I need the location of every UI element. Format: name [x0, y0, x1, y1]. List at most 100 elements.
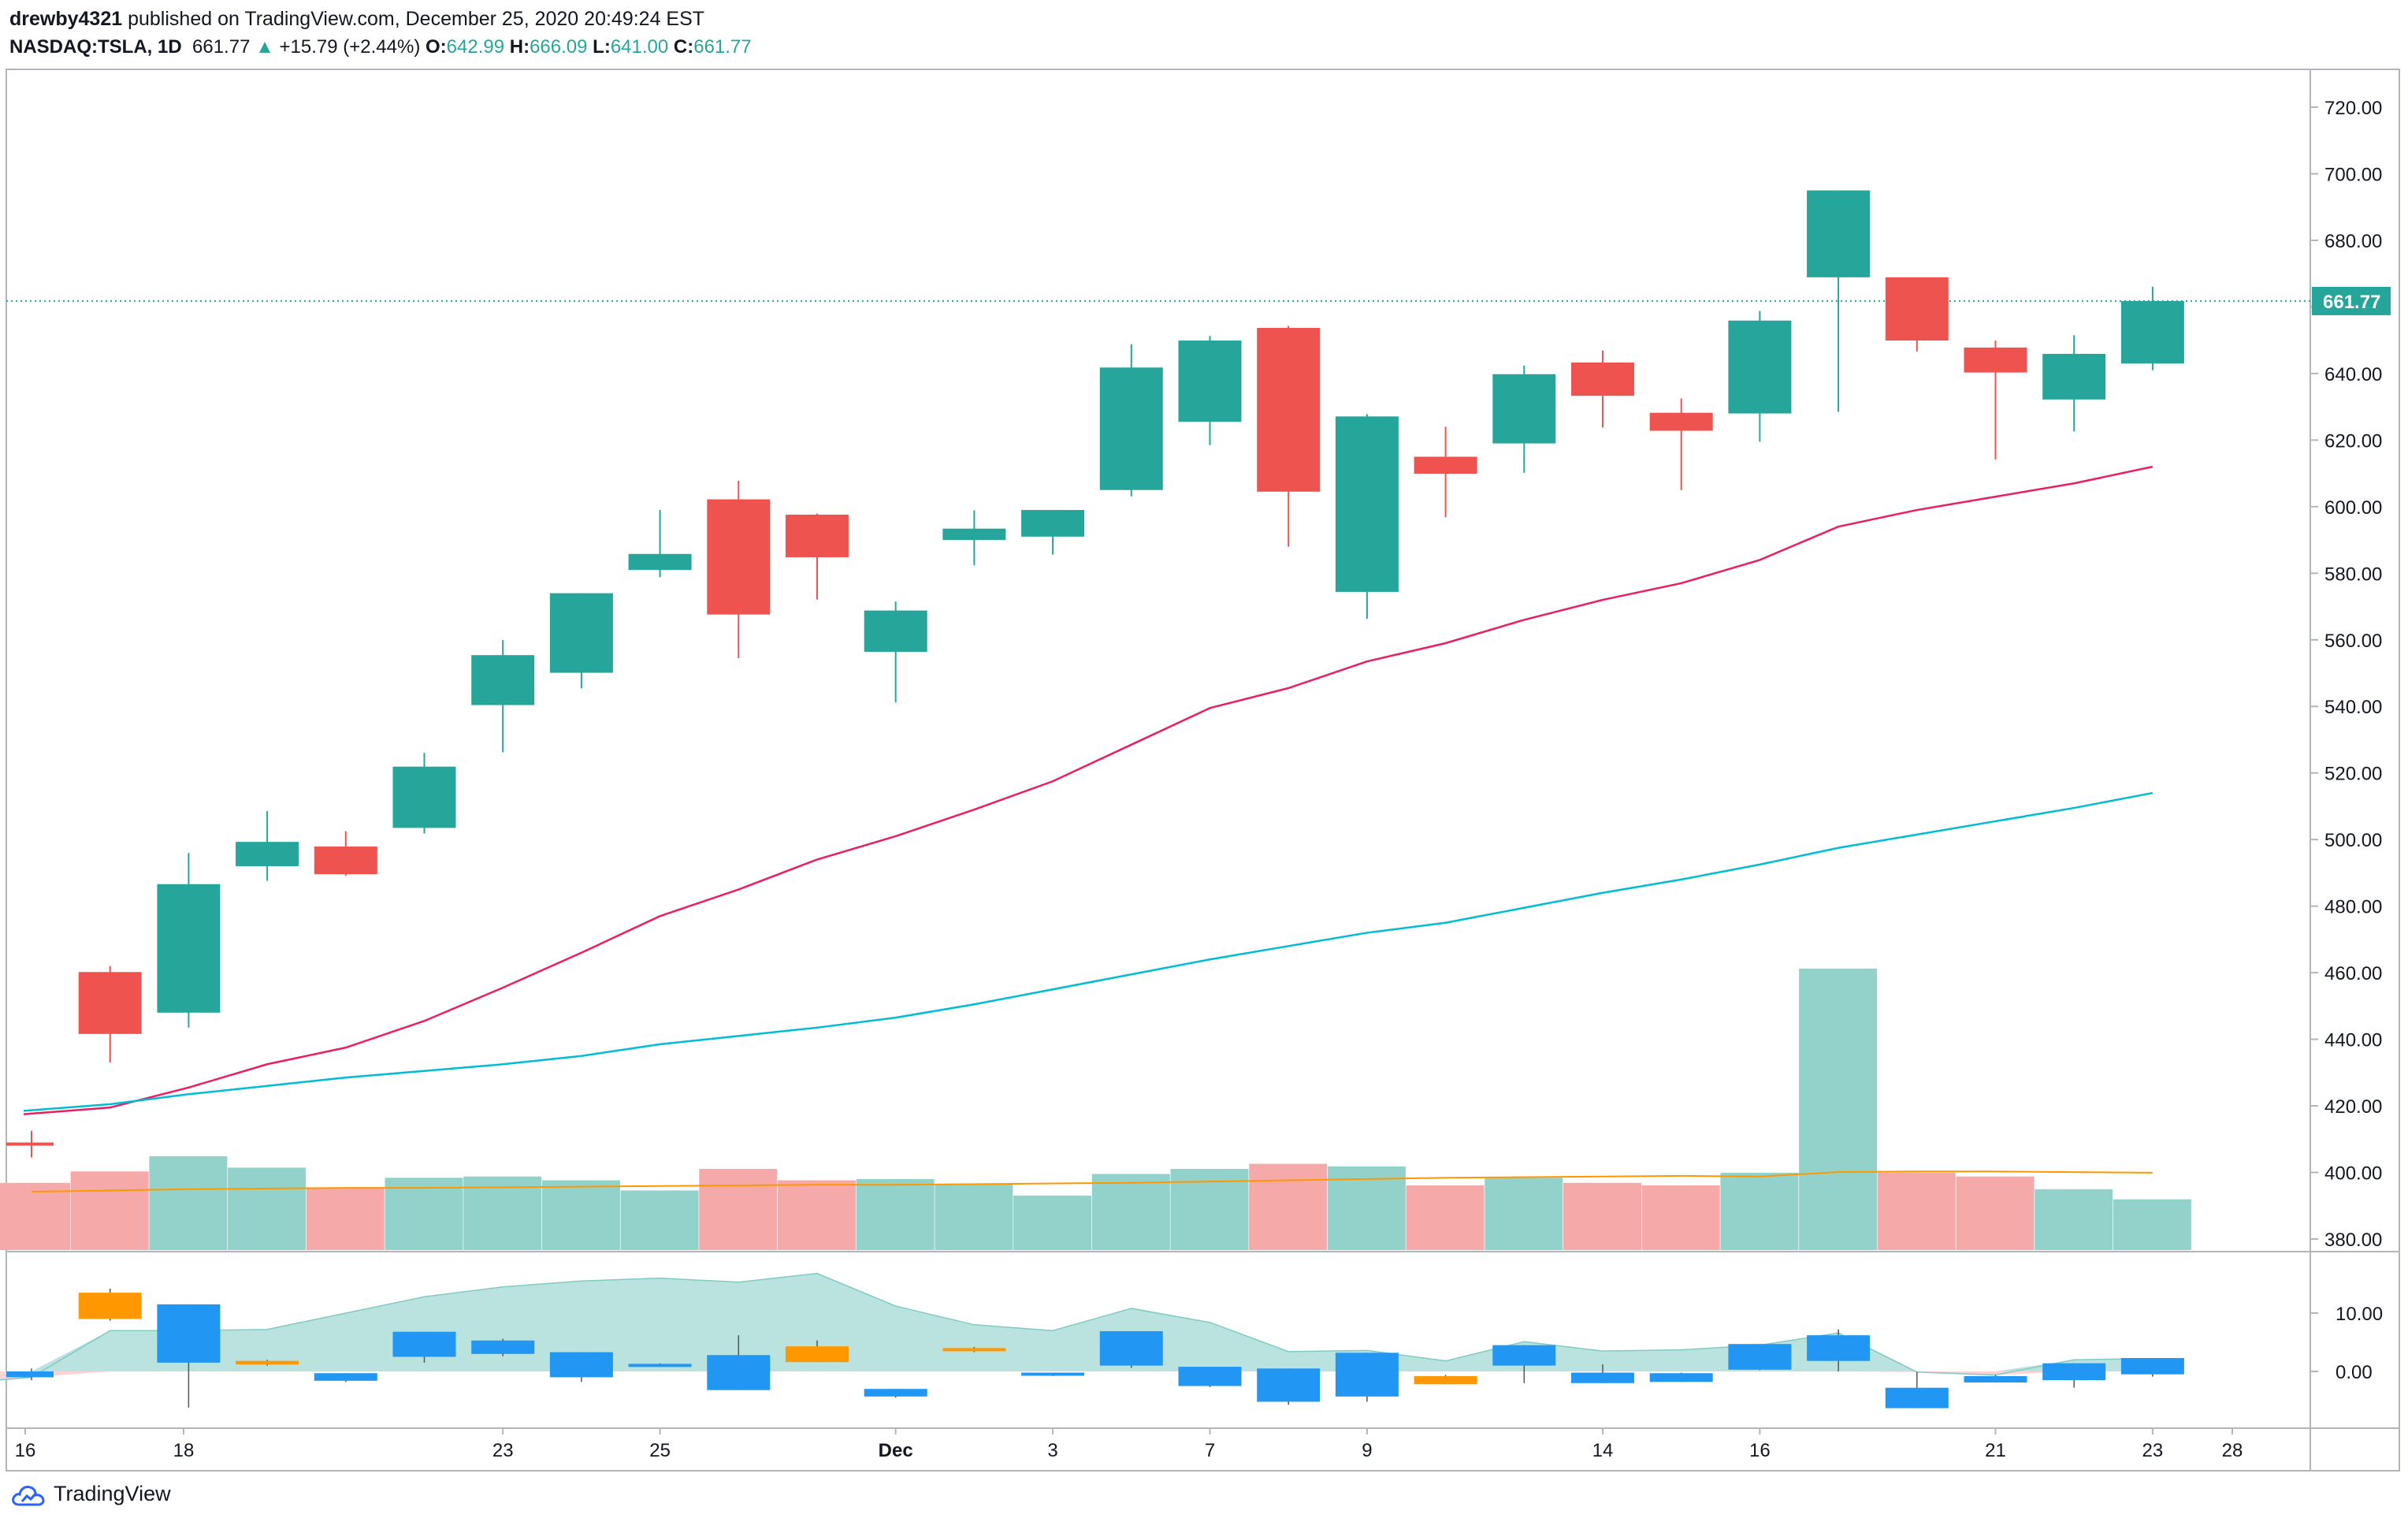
last-price-badge-label: 661.77: [2323, 292, 2380, 313]
candle-body: [786, 514, 849, 558]
volume-bar: [385, 1178, 463, 1250]
candle-body: [1099, 367, 1163, 490]
candle-body: [628, 553, 692, 571]
time-tick-label: 16: [1749, 1440, 1771, 1461]
volume-ma-line: [31, 1170, 2153, 1193]
volume-bar: [1877, 1172, 1956, 1250]
low-label: L:: [593, 36, 611, 58]
price-tick-label: 480.00: [2324, 897, 2382, 918]
candle-body: [1649, 412, 1713, 431]
oscillator-bar: [1099, 1330, 1163, 1366]
open-label: O:: [425, 36, 447, 58]
oscillator-bar: [1257, 1368, 1321, 1402]
candle-body: [864, 610, 927, 652]
change-value: +15.79 (+2.44%): [279, 36, 421, 58]
candle-body: [1964, 347, 2027, 373]
price-tick-label: 420.00: [2324, 1096, 2382, 1118]
tradingview-cloud-icon: [12, 1485, 45, 1505]
time-tick-label: 3: [1047, 1440, 1057, 1461]
price-tick-label: 600.00: [2324, 497, 2382, 519]
candle-body: [1571, 362, 1634, 396]
chart-header: drewby4321 published on TradingView.com,…: [9, 5, 752, 61]
volume-bar: [1406, 1185, 1485, 1250]
oscillator-bar: [628, 1364, 692, 1367]
volume-bar: [935, 1184, 1013, 1250]
oscillator-area-positive: [0, 1273, 2153, 1371]
tradingview-footer[interactable]: TradingView: [11, 1482, 171, 1506]
oscillator-bar: [1178, 1367, 1242, 1386]
oscillator-bar: [1649, 1373, 1713, 1382]
volume-bar: [699, 1169, 778, 1250]
time-tick-label: 16: [15, 1440, 36, 1461]
time-tick-label: 18: [173, 1440, 195, 1461]
oscillator-area-line: [0, 1272, 2153, 1381]
volume-bar: [856, 1178, 935, 1250]
time-tick-label: Dec: [879, 1440, 913, 1461]
oscillator-bar: [1414, 1375, 1477, 1385]
price-tick-label: 380.00: [2324, 1230, 2382, 1251]
price-tick-label: 580.00: [2324, 564, 2382, 585]
volume-bar: [1485, 1178, 1563, 1250]
symbol-label[interactable]: NASDAQ:TSLA, 1D: [9, 36, 182, 58]
volume-bar: [2035, 1189, 2113, 1250]
candle-body: [236, 842, 299, 866]
last-price-badge: [2312, 286, 2391, 315]
time-tick-label: 23: [2142, 1440, 2164, 1461]
volume-bar: [1956, 1176, 2035, 1250]
oscillator-bar: [157, 1304, 221, 1363]
volume-bar: [778, 1180, 856, 1250]
change-arrow-icon: ▲: [255, 36, 274, 58]
time-tick-label: 14: [1592, 1440, 1614, 1461]
author-name[interactable]: drewby4321: [9, 8, 123, 30]
candle-body: [1021, 510, 1085, 537]
oscillator-bar: [1964, 1375, 2027, 1383]
candle-body: [1885, 277, 1949, 341]
volume-bar: [0, 1182, 70, 1250]
price-tick-label: 540.00: [2324, 697, 2382, 718]
oscillator-bar: [1728, 1344, 1792, 1370]
oscillator-bar: [2120, 1357, 2184, 1375]
volume-bar: [306, 1188, 385, 1250]
oscillator-tick-label: 10.00: [2336, 1304, 2383, 1325]
chart-frame: [6, 69, 2400, 1472]
candle-body: [1335, 416, 1399, 592]
tradingview-brand: TradingView: [54, 1482, 171, 1505]
oscillator-bar: [471, 1340, 535, 1354]
candle-body: [707, 499, 771, 615]
volume-bar: [620, 1190, 699, 1250]
candle-body: [314, 846, 377, 875]
price-tick-label: 640.00: [2324, 364, 2382, 385]
volume-bar: [1249, 1163, 1328, 1250]
oscillator-bar: [314, 1373, 377, 1381]
time-tick-label: 7: [1205, 1440, 1215, 1461]
publish-text: published on TradingView.com, December 2…: [128, 8, 705, 30]
price-tick-label: 700.00: [2324, 164, 2382, 185]
price-tick-label: 460.00: [2324, 963, 2382, 984]
volume-bar: [1799, 968, 1878, 1250]
price-tick-label: 520.00: [2324, 764, 2382, 785]
time-tick-label: 9: [1362, 1440, 1372, 1461]
candle-body: [1257, 328, 1321, 492]
close-value: 661.77: [693, 36, 752, 58]
high-label: H:: [509, 36, 530, 58]
time-tick-label: 25: [649, 1440, 671, 1461]
volume-bar: [1563, 1182, 1641, 1250]
candle-body: [471, 655, 535, 705]
candle-body: [1178, 340, 1242, 422]
candle-body: [2120, 300, 2184, 364]
volume-bar: [541, 1180, 620, 1250]
oscillator-bar: [1021, 1372, 1085, 1376]
candle-body: [1492, 374, 1556, 444]
oscillator-bar: [236, 1360, 299, 1365]
candle-body: [2042, 353, 2106, 400]
open-value: 642.99: [446, 36, 505, 58]
price-tick-label: 500.00: [2324, 830, 2382, 851]
price-tick-label: 400.00: [2324, 1163, 2382, 1185]
volume-bar: [70, 1171, 149, 1250]
volume-bar: [1091, 1174, 1170, 1250]
oscillator-bar: [707, 1355, 771, 1390]
candle-body: [392, 766, 456, 828]
oscillator-bar: [942, 1348, 1006, 1352]
